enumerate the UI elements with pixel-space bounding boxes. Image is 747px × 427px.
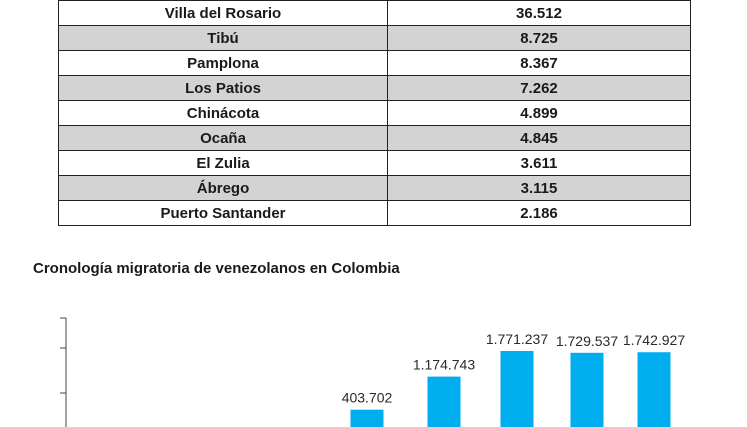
municipality-name: Villa del Rosario <box>58 0 388 26</box>
migrant-count: 36.512 <box>387 0 691 26</box>
table-row: Ocaña 4.845 <box>58 125 691 151</box>
table-row: Pamplona 8.367 <box>58 50 691 76</box>
migrant-count: 2.186 <box>387 200 691 226</box>
migrant-count: 8.367 <box>387 50 691 76</box>
bar <box>500 351 534 427</box>
table-row: Tibú 8.725 <box>58 25 691 51</box>
municipality-name: Chinácota <box>58 100 388 126</box>
bar <box>350 409 384 427</box>
municipality-name: Los Patios <box>58 75 388 101</box>
data-label: 1.729.537 <box>556 333 618 349</box>
municipality-name: Ocaña <box>58 125 388 151</box>
municipality-name: El Zulia <box>58 150 388 176</box>
municipality-name: Ábrego <box>58 175 388 201</box>
table-row: El Zulia 3.611 <box>58 150 691 176</box>
table-row: Chinácota 4.899 <box>58 100 691 126</box>
migrant-count: 7.262 <box>387 75 691 101</box>
table-row: Ábrego 3.115 <box>58 175 691 201</box>
migrant-count: 8.725 <box>387 25 691 51</box>
migrant-count: 3.115 <box>387 175 691 201</box>
bar <box>637 352 671 427</box>
municipality-name: Tibú <box>58 25 388 51</box>
municipality-name: Pamplona <box>58 50 388 76</box>
table-row: Puerto Santander 2.186 <box>58 200 691 226</box>
municipality-table: Villa del Rosario 36.512 Tibú 8.725 Pamplona… <box>58 0 691 226</box>
municipality-name: Puerto Santander <box>58 200 388 226</box>
bar <box>570 352 604 427</box>
migration-bar-chart: 403.702 1.174.743 1.771.237 1.729.537 1.742.… <box>60 317 685 427</box>
migrant-count: 4.845 <box>387 125 691 151</box>
data-label: 1.174.743 <box>413 357 475 373</box>
table-row: Los Patios 7.262 <box>58 75 691 101</box>
chart-title: Cronología migratoria de venezolanos en … <box>33 260 400 277</box>
bar <box>427 376 461 427</box>
table-row: Villa del Rosario 36.512 <box>58 0 691 26</box>
migrant-count: 4.899 <box>387 100 691 126</box>
data-label: 403.702 <box>342 390 393 406</box>
data-label: 1.771.237 <box>486 331 548 347</box>
migrant-count: 3.611 <box>387 150 691 176</box>
data-label: 1.742.927 <box>623 332 685 348</box>
